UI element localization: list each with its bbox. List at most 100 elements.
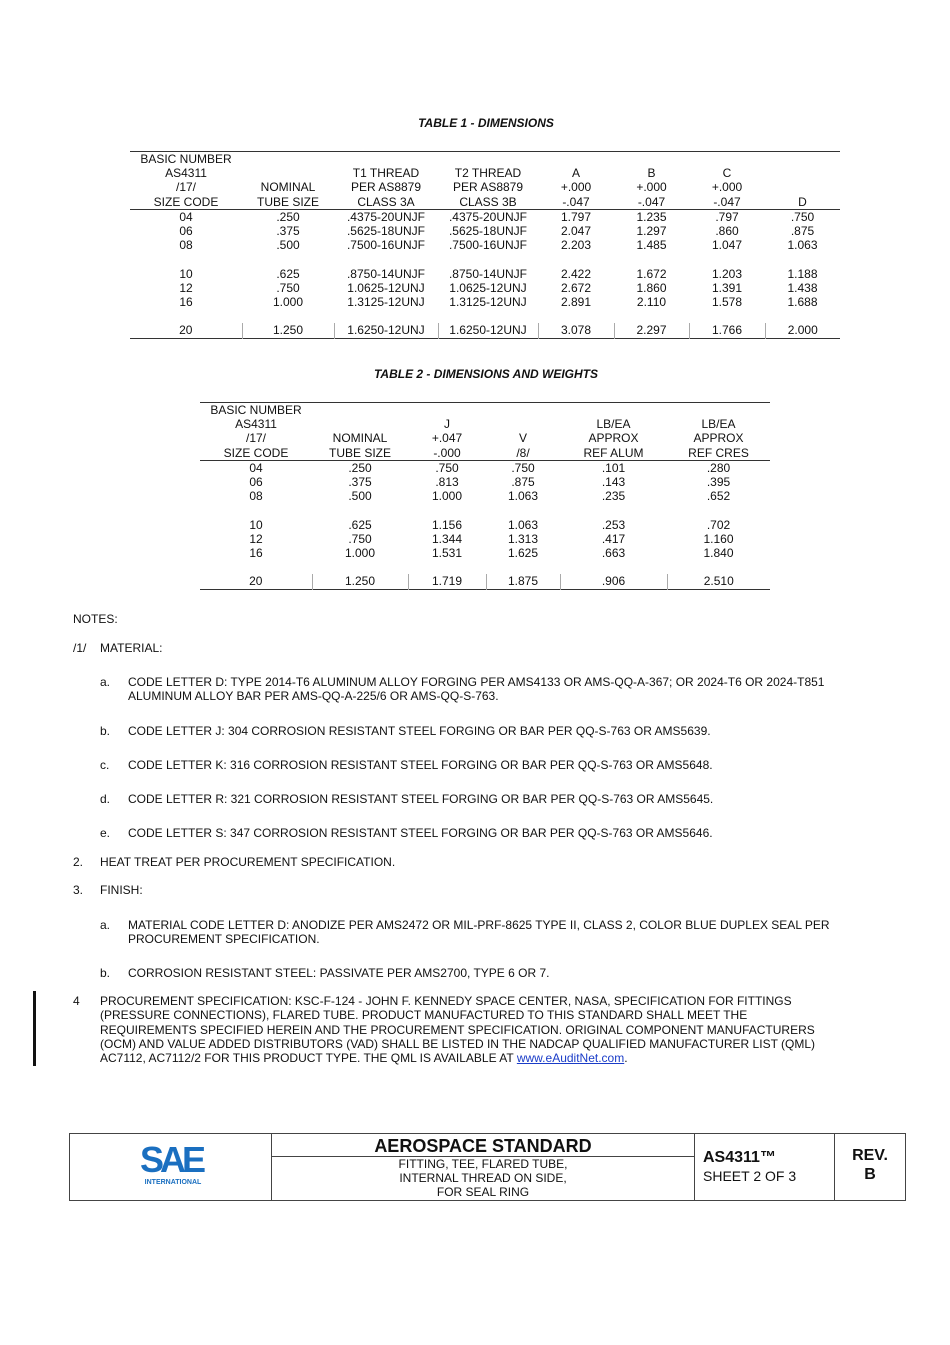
column-header: /17/ — [175, 180, 196, 195]
column-header: TUBE SIZE — [256, 194, 319, 209]
note-text-part: . — [624, 1051, 628, 1066]
table-cell: 2.203 — [560, 238, 592, 253]
column-header: -.000 — [433, 445, 461, 460]
table-cell: 1.3125-12UNJ — [347, 295, 425, 310]
svg-text:SAE: SAE — [140, 1139, 205, 1180]
table-cell: 1.047 — [711, 238, 743, 253]
table-row: 06 .375 .5625-18UNJF .5625-18UNJF 2.047 1.297… — [130, 224, 840, 238]
column-header: REF CRES — [688, 445, 749, 460]
table-cell: .500 — [276, 238, 300, 253]
doc-number: AS4311™ — [703, 1149, 776, 1166]
note-number: /1/ — [73, 641, 87, 655]
column-header: LB/EA — [701, 417, 736, 432]
table-cell: 1.000 — [431, 489, 463, 504]
item-letter: a. — [100, 918, 111, 932]
table-cell: 2.110 — [636, 295, 667, 310]
spacer-row — [200, 560, 770, 574]
column-header: REF ALUM — [583, 445, 644, 460]
rev-value: B — [864, 1166, 876, 1183]
table-cell: 1.250 — [242, 323, 335, 339]
title-block: SAE INTERNATIONAL AEROSPACE STANDARD FIT… — [69, 1133, 906, 1201]
column-header — [486, 403, 560, 418]
column-header — [312, 403, 408, 418]
table-cell: 1.297 — [636, 224, 667, 239]
table-cell: .750 — [435, 460, 459, 475]
table-cell: 2.672 — [560, 280, 592, 295]
column-header — [765, 152, 840, 167]
table-cell — [242, 309, 334, 323]
table-cell — [765, 309, 840, 323]
table-row: 10 .625 1.156 1.063 .253 .702 — [200, 518, 770, 532]
column-header — [667, 403, 770, 418]
table-cell: .5625-18UNJF — [346, 224, 426, 239]
table-cell: 1.000 — [272, 295, 304, 310]
table-cell: 2.422 — [560, 266, 592, 281]
svg-text:INTERNATIONAL: INTERNATIONAL — [145, 1179, 202, 1186]
column-header: -.047 — [637, 194, 666, 209]
table-row: 06 .375 .813 .875 .143 .395 — [200, 475, 770, 489]
table-cell — [689, 252, 765, 266]
table-cell: .395 — [706, 475, 731, 490]
table-cell — [334, 309, 438, 323]
table-cell: .652 — [706, 489, 731, 504]
table-cell: .250 — [348, 460, 372, 475]
table-cell: 06 — [249, 475, 263, 490]
column-header: T1 THREAD — [352, 166, 420, 181]
table-cell: .417 — [601, 531, 626, 546]
table-cell: 2.510 — [703, 574, 734, 589]
header-row: BASIC NUMBER — [130, 152, 840, 167]
column-header: SIZE CODE — [223, 445, 289, 460]
column-header: B — [647, 166, 656, 181]
table-cell — [242, 252, 334, 266]
note-text: (PRESSURE CONNECTIONS), FLARED TUBE. PRO… — [100, 1008, 748, 1023]
column-header: APPROX — [693, 431, 744, 446]
table-cell: 1.235 — [636, 209, 667, 224]
item-letter: b. — [100, 724, 111, 738]
note-number: 2. — [73, 855, 84, 869]
table-cell: 1.3125-12UNJ — [449, 295, 527, 310]
table-cell: 1.063 — [507, 489, 539, 504]
column-header: V — [518, 431, 527, 446]
note-text: REQUIREMENTS SPECIFIED HEREIN AND THE PR… — [100, 1022, 815, 1037]
table-cell: .101 — [601, 460, 626, 475]
table-row: 10 .625 .8750-14UNJF .8750-14UNJF 2.422 1.672… — [130, 267, 840, 281]
item-text: CODE LETTER R: 321 CORROSION RESISTANT S… — [128, 792, 714, 806]
header-row: SIZE CODE TUBE SIZE -.000/8/REF ALUM REF CR… — [200, 446, 770, 461]
table-cell: .875 — [511, 475, 535, 490]
note-text: PROCUREMENT SPECIFICATION: KSC-F-124 - J… — [100, 994, 792, 1008]
column-header: CLASS 3B — [459, 194, 517, 209]
column-header — [242, 152, 334, 167]
table-cell: 1.000 — [344, 546, 376, 561]
table-cell: .702 — [706, 517, 731, 532]
table-cell: 2.047 — [560, 224, 592, 239]
item-letter: d. — [100, 792, 111, 806]
table-cell: 1.063 — [787, 238, 818, 253]
header-row: AS4311 J LB/EA LB/EA — [200, 417, 770, 431]
table-cell: .7500-16UNJF — [448, 238, 528, 253]
table-cell: 04 — [179, 209, 193, 224]
note-text-part: AC7112, AC7112/2 FOR THIS PRODUCT TYPE. … — [100, 1051, 517, 1066]
table-row: 04 .250 .750 .750 .101 .280 — [200, 460, 770, 475]
column-header: NOMINAL — [332, 431, 388, 446]
column-header: +.000 — [560, 180, 592, 195]
item-text: CODE LETTER K: 316 CORROSION RESISTANT S… — [128, 758, 713, 772]
table-cell: 1.0625-12UNJ — [449, 280, 527, 295]
doc-heading: AEROSPACE STANDARD — [272, 1134, 694, 1157]
table-cell: 04 — [249, 460, 263, 475]
table-cell: .7500-16UNJF — [346, 238, 426, 253]
table-cell: 1.860 — [636, 280, 667, 295]
table-cell — [200, 503, 312, 517]
table-cell: 1.625 — [507, 546, 539, 561]
note-text: FINISH: — [100, 883, 143, 897]
item-text: CORROSION RESISTANT STEEL: PASSIVATE PER… — [128, 966, 550, 980]
column-header: AS4311 — [165, 166, 207, 181]
table-cell — [538, 252, 614, 266]
table-cell — [667, 560, 770, 574]
table-cell: 1.160 — [703, 531, 734, 546]
rev-label: REV. — [852, 1147, 888, 1164]
revision-change-bar — [33, 991, 36, 1066]
table-cell: .750 — [790, 209, 815, 224]
eauditnet-link[interactable]: www.eAuditNet.com — [516, 1051, 625, 1066]
note-text: HEAT TREAT PER PROCUREMENT SPECIFICATION… — [100, 855, 396, 869]
column-header: SIZE CODE — [153, 194, 219, 209]
